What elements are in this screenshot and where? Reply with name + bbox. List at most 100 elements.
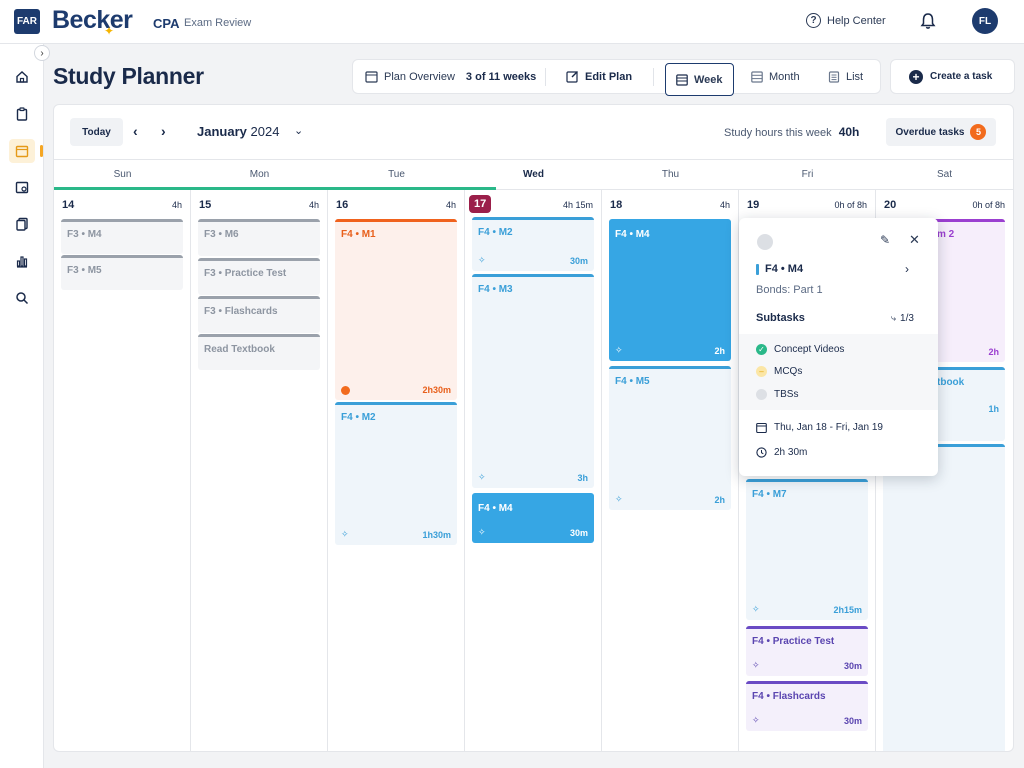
month-view-icon — [751, 70, 763, 83]
left-rail — [0, 44, 44, 768]
page-title: Study Planner — [53, 63, 204, 89]
day-column-thu: 18 4h F4 • M4 ✧ 2h F4 • M5 ✧ 2h — [602, 190, 739, 751]
exam-icon[interactable] — [12, 177, 32, 197]
help-center-link[interactable]: ? Help Center — [806, 13, 886, 28]
popover-title: F4 • M4 — [756, 263, 803, 275]
edit-plan-label: Edit Plan — [585, 70, 633, 83]
task-card[interactable]: F3 • Practice Test — [198, 258, 320, 295]
top-header: FAR Becker ✦ CPA Exam Review ? Help Cent… — [0, 0, 1024, 44]
flashcards-icon[interactable] — [12, 214, 32, 234]
user-avatar[interactable]: FL — [972, 8, 998, 34]
task-card[interactable] — [883, 444, 1005, 751]
product-name: CPA — [153, 16, 180, 31]
analytics-icon[interactable] — [12, 251, 32, 271]
plan-overview-button[interactable]: Plan Overview 3 of 11 weeks — [365, 60, 536, 93]
task-duration: 2h — [988, 347, 999, 357]
task-card[interactable]: F3 • M6 — [198, 219, 320, 256]
day-column-sun: 14 4h F3 • M4 F3 • M5 — [54, 190, 191, 751]
day-date: 15 — [199, 199, 212, 211]
month-name: January — [197, 124, 247, 139]
task-card[interactable]: Read Textbook — [198, 334, 320, 370]
sparkle-icon: ✧ — [752, 604, 760, 614]
day-header-mon: Mon — [249, 169, 270, 180]
subtask-item[interactable]: ✓ Concept Videos — [756, 344, 844, 355]
task-duration: 2h — [714, 345, 725, 356]
month-year-selector[interactable]: January 2024 — [197, 124, 279, 139]
day-hours: 0h of 8h — [834, 200, 867, 210]
day-header-fri: Fri — [801, 169, 814, 180]
task-name: F3 • Flashcards — [204, 306, 278, 317]
study-hours-label: Study hours this week — [724, 127, 832, 139]
edit-icon[interactable]: ✎ — [880, 233, 891, 247]
task-card[interactable]: F4 • M3 ✧ 3h — [472, 274, 594, 488]
list-view-icon — [828, 70, 840, 83]
calendar-panel: Today ‹ › January 2024 ⌄ Study hours thi… — [53, 104, 1014, 752]
task-card[interactable]: F4 • M2 ✧ 1h30m — [335, 402, 457, 545]
task-name: F4 • M4 — [615, 229, 650, 240]
view-week-label: Week — [694, 73, 723, 86]
task-card[interactable]: F4 • M2 ✧ 30m — [472, 217, 594, 271]
task-card-overdue[interactable]: F4 • M1 2h30m — [335, 219, 457, 400]
duration-text: 2h 30m — [774, 447, 808, 458]
task-card[interactable]: F4 • Practice Test ✧ 30m — [746, 626, 868, 676]
section-badge[interactable]: FAR — [14, 9, 40, 34]
chevron-down-icon[interactable]: ⌄ — [294, 125, 304, 137]
overdue-alert-icon — [341, 385, 350, 395]
view-week-tab[interactable]: Week — [665, 63, 734, 96]
subtask-item[interactable]: TBSs — [756, 389, 798, 400]
close-icon[interactable]: ✕ — [909, 232, 920, 247]
edit-plan-button[interactable]: Edit Plan — [566, 60, 632, 93]
day-date: 16 — [336, 199, 349, 211]
popover-task-name: F4 • M4 — [765, 263, 804, 275]
home-icon[interactable] — [12, 67, 32, 87]
edit-icon — [566, 71, 578, 83]
view-month-tab[interactable]: Month — [751, 60, 800, 93]
task-card-selected[interactable]: F4 • M4 ✧ 2h — [609, 219, 731, 361]
task-card[interactable]: F4 • M5 ✧ 2h — [609, 366, 731, 510]
expand-rail-chevron-icon[interactable]: › — [34, 45, 50, 61]
task-name: F4 • Practice Test — [752, 636, 835, 647]
task-card[interactable]: F3 • M5 — [61, 255, 183, 290]
clipboard-icon[interactable] — [12, 104, 32, 124]
becker-logo[interactable]: Becker — [52, 6, 133, 34]
clock-icon — [756, 447, 767, 458]
subtask-label: Concept Videos — [774, 344, 845, 355]
bell-icon[interactable] — [920, 12, 936, 30]
subtask-item[interactable]: – MCQs — [756, 366, 802, 377]
subtasks-count: ⤷ 1/3 — [891, 313, 914, 324]
sparkle-icon: ✧ — [752, 660, 760, 670]
subtasks-heading: Subtasks — [756, 312, 805, 324]
day-hours: 4h — [171, 200, 182, 210]
calendar-icon[interactable] — [9, 139, 35, 163]
task-card-selected[interactable]: F4 • M4 ✧ 30m — [472, 493, 594, 543]
overdue-tasks-label: Overdue tasks — [895, 126, 965, 138]
open-task-chevron-icon[interactable]: › — [905, 262, 909, 276]
day-column-wed: 17 4h 15m F4 • M2 ✧ 30m F4 • M3 ✧ 3h F4 • … — [465, 190, 602, 751]
create-task-label: Create a task — [930, 71, 993, 82]
day-header-thu: Thu — [661, 169, 680, 180]
task-name: F4 • M4 — [478, 503, 513, 514]
previous-week-chevron-icon[interactable]: ‹ — [133, 123, 138, 139]
task-duration: 30m — [569, 527, 588, 538]
day-header-sun: Sun — [113, 169, 132, 180]
day-hours: 4h — [445, 200, 456, 210]
help-icon: ? — [806, 13, 821, 28]
create-task-button[interactable]: + Create a task — [890, 59, 1015, 94]
search-icon[interactable] — [12, 288, 32, 308]
task-card[interactable]: F3 • Flashcards — [198, 296, 320, 333]
task-color-marker — [756, 263, 759, 275]
task-card[interactable]: F4 • M7 ✧ 2h15m — [746, 479, 868, 620]
task-card[interactable]: F3 • M4 — [61, 219, 183, 254]
view-month-label: Month — [769, 70, 800, 83]
overdue-tasks-button[interactable]: Overdue tasks 5 — [886, 118, 996, 146]
help-center-label: Help Center — [827, 14, 886, 27]
view-list-tab[interactable]: List — [828, 60, 863, 93]
task-name: F4 • M1 — [341, 229, 376, 240]
day-header-wed: Wed — [523, 169, 544, 180]
day-column-tue: 16 4h F4 • M1 2h30m F4 • M2 ✧ 1h30m — [328, 190, 465, 751]
task-status-circle[interactable] — [757, 234, 773, 250]
task-card[interactable]: F4 • Flashcards ✧ 30m — [746, 681, 868, 731]
day-header-sat: Sat — [936, 169, 952, 180]
next-week-chevron-icon[interactable]: › — [161, 123, 166, 139]
today-button[interactable]: Today — [70, 118, 123, 146]
